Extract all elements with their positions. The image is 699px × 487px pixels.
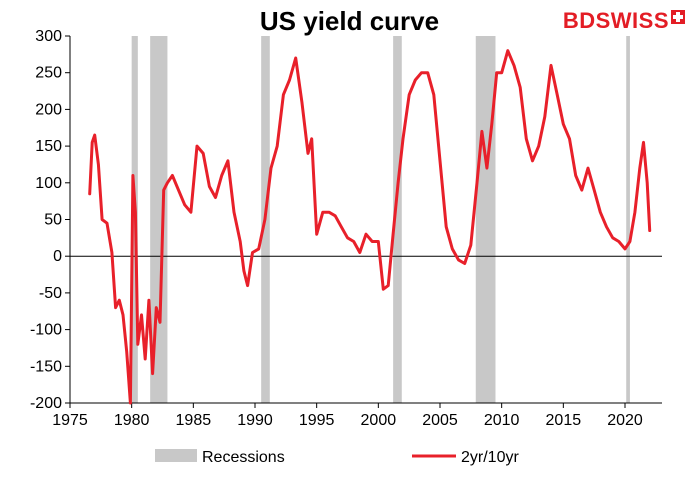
x-tick-label: 1995: [299, 412, 335, 429]
x-tick-label: 1975: [52, 412, 88, 429]
y-tick-label: 0: [53, 248, 62, 265]
brand-logo: BDSWISS: [563, 8, 685, 34]
y-tick-label: -150: [30, 358, 62, 375]
y-tick-label: -100: [30, 322, 62, 339]
y-tick-label: 300: [35, 28, 62, 45]
x-tick-label: 1980: [114, 412, 150, 429]
legend-label-2yr-10yr: 2yr/10yr: [461, 449, 519, 466]
brand-name-bd: BD: [562, 8, 596, 33]
swiss-cross-icon: [671, 10, 685, 24]
recession-band-6: [626, 36, 630, 403]
brand-name-swiss: SWISS: [595, 8, 669, 33]
x-tick-label: 2010: [484, 412, 520, 429]
y-tick-label: 250: [35, 65, 62, 82]
chart-title: US yield curve: [259, 6, 440, 36]
x-tick-label: 2015: [546, 412, 582, 429]
axes: -200 -150 -100 -50 0 50 100 150 200 250 300 1975 198…: [30, 28, 662, 429]
x-tick-label: 1990: [237, 412, 273, 429]
x-tick-label: 2020: [607, 412, 643, 429]
y-tick-label: 50: [44, 212, 62, 229]
legend: Recessions 2yr/10yr: [155, 449, 519, 466]
y-tick-label: 200: [35, 101, 62, 118]
y-tick-label: -200: [30, 395, 62, 412]
x-tick-label: 1985: [176, 412, 212, 429]
recession-band-4: [393, 36, 402, 403]
recession-band-5: [475, 36, 496, 403]
x-tick-label: 2000: [361, 412, 397, 429]
x-tick-label: 2005: [422, 412, 458, 429]
legend-swatch-recessions: [155, 449, 197, 462]
y-tick-label: 100: [35, 175, 62, 192]
recession-band-2: [150, 36, 168, 403]
legend-label-recessions: Recessions: [202, 449, 285, 466]
series-line-1: [88, 49, 652, 405]
y-tick-label: 150: [35, 138, 62, 155]
series-lines: [88, 49, 652, 405]
y-tick-label: -50: [39, 285, 62, 302]
